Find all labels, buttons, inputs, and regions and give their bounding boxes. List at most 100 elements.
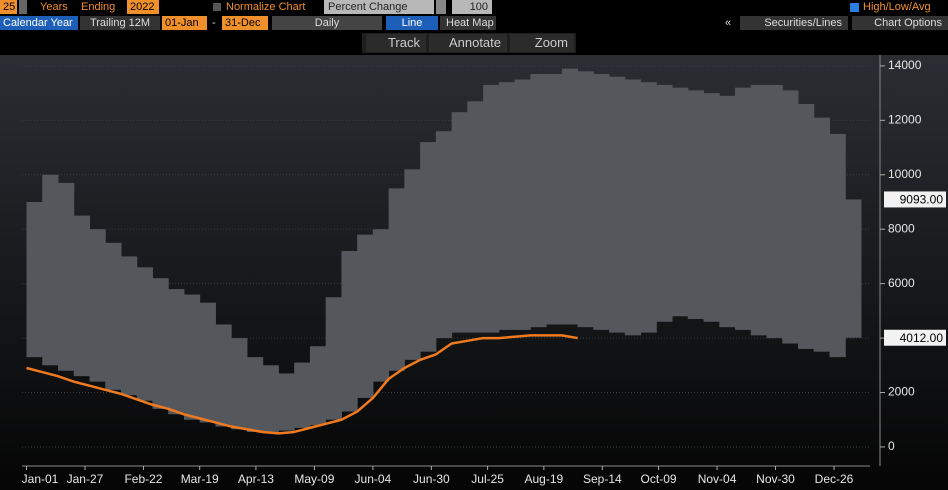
band-step xyxy=(136,267,153,401)
x-tick-label: Apr-13 xyxy=(238,472,274,486)
annotate-button[interactable]: Annotate xyxy=(429,34,507,52)
options-button[interactable]: Chart Options xyxy=(852,16,948,30)
x-tick-label: Aug-19 xyxy=(524,472,563,486)
band-step xyxy=(609,76,626,333)
last-value-label: 4012.00 xyxy=(900,331,944,345)
x-tick-label: Feb-22 xyxy=(124,472,162,486)
band-step xyxy=(168,289,185,415)
band-step xyxy=(593,74,610,330)
band-step xyxy=(89,229,106,382)
band-step xyxy=(451,112,468,333)
last-value-label: 9093.00 xyxy=(900,193,944,207)
trailing-tab[interactable]: Trailing 12M xyxy=(80,16,160,30)
dropdown[interactable] xyxy=(436,0,446,14)
end-date[interactable]: 31-Dec xyxy=(222,16,268,30)
band-step xyxy=(530,74,547,328)
y-tick-label: 2000 xyxy=(888,385,915,399)
date-dash: - xyxy=(212,17,216,29)
y-tick-label: 0 xyxy=(888,439,895,453)
avg-line xyxy=(26,334,578,435)
y-tick-label: 14000 xyxy=(888,58,922,72)
x-tick-label: Oct-09 xyxy=(641,472,677,486)
band-step xyxy=(372,229,390,382)
mode-select[interactable]: Percent Change xyxy=(324,0,434,14)
band-step xyxy=(57,182,75,371)
band-step xyxy=(546,74,563,325)
band-step xyxy=(577,71,594,328)
normalize-label: Normalize Chart xyxy=(226,1,306,13)
band-step xyxy=(624,79,642,336)
line-tab[interactable]: Line xyxy=(386,16,438,30)
zoom-button[interactable]: Zoom xyxy=(510,34,574,52)
band-step xyxy=(687,90,705,320)
collapse-button[interactable]: « xyxy=(725,17,732,29)
band-step xyxy=(750,84,768,336)
band-step xyxy=(246,357,264,432)
band-step xyxy=(798,103,815,349)
x-tick-label: Jan-27 xyxy=(67,472,104,486)
band-step xyxy=(483,84,500,333)
years-label: Years xyxy=(40,1,68,13)
band-step xyxy=(215,324,232,427)
y-tick-label: 12000 xyxy=(888,112,922,126)
band-step xyxy=(231,338,248,430)
band-step xyxy=(341,250,358,412)
start-date[interactable]: 01-Jan xyxy=(162,16,207,30)
band-step xyxy=(294,362,311,428)
checkbox-checked[interactable] xyxy=(850,3,859,12)
ending-label: Ending xyxy=(81,1,116,13)
band-step xyxy=(325,297,342,420)
x-tick-label: Jun-04 xyxy=(355,472,392,486)
track-button[interactable]: Track xyxy=(366,34,426,52)
band-step xyxy=(719,95,736,328)
band-step xyxy=(357,234,374,398)
band-step xyxy=(26,201,43,358)
frequency-select[interactable]: Daily xyxy=(272,16,382,30)
years-count[interactable]: 25 xyxy=(0,0,17,14)
band-step xyxy=(782,90,799,344)
band-step xyxy=(404,169,421,360)
band-step xyxy=(420,142,437,352)
band-step xyxy=(105,242,122,390)
band-step xyxy=(561,68,579,325)
band-step xyxy=(735,87,752,330)
band-step xyxy=(199,302,216,423)
band-step xyxy=(656,84,673,322)
band-step xyxy=(73,215,90,377)
base-input[interactable]: 100 xyxy=(452,0,492,14)
band-step xyxy=(42,174,59,366)
x-tick-label: Sep-14 xyxy=(583,472,622,486)
band-step xyxy=(498,82,516,330)
heat-map-tab[interactable]: Heat Map xyxy=(440,16,496,30)
high-low-avg-label: High/Low/Avg xyxy=(863,1,931,13)
band-step xyxy=(640,82,657,333)
band-step xyxy=(120,256,138,396)
band-step xyxy=(183,294,201,420)
y-tick-label: 8000 xyxy=(888,221,915,235)
band-step xyxy=(262,365,279,434)
band-step xyxy=(703,93,720,322)
last-value-box xyxy=(884,329,946,346)
band-step xyxy=(435,131,453,339)
securities-button[interactable]: Securities/Lines xyxy=(740,16,848,30)
y-tick-label: 10000 xyxy=(888,167,922,181)
band-step xyxy=(152,278,169,409)
y-tick-label: 6000 xyxy=(888,276,915,290)
band-step xyxy=(813,117,831,352)
spinner[interactable] xyxy=(19,0,27,14)
band-step xyxy=(766,84,783,339)
x-tick-label: Jan-01 xyxy=(22,472,59,486)
band-step xyxy=(309,346,327,426)
end-year[interactable]: 2022 xyxy=(127,0,159,14)
x-tick-label: Nov-30 xyxy=(756,472,795,486)
band-step xyxy=(388,188,405,371)
checkbox[interactable] xyxy=(213,3,221,11)
calendar-year-tab[interactable]: Calendar Year xyxy=(0,16,78,30)
band-step xyxy=(845,199,862,338)
x-tick-label: Nov-04 xyxy=(698,472,737,486)
x-tick-label: Dec-26 xyxy=(815,472,854,486)
band-step xyxy=(829,133,846,358)
last-value-box xyxy=(884,191,946,208)
